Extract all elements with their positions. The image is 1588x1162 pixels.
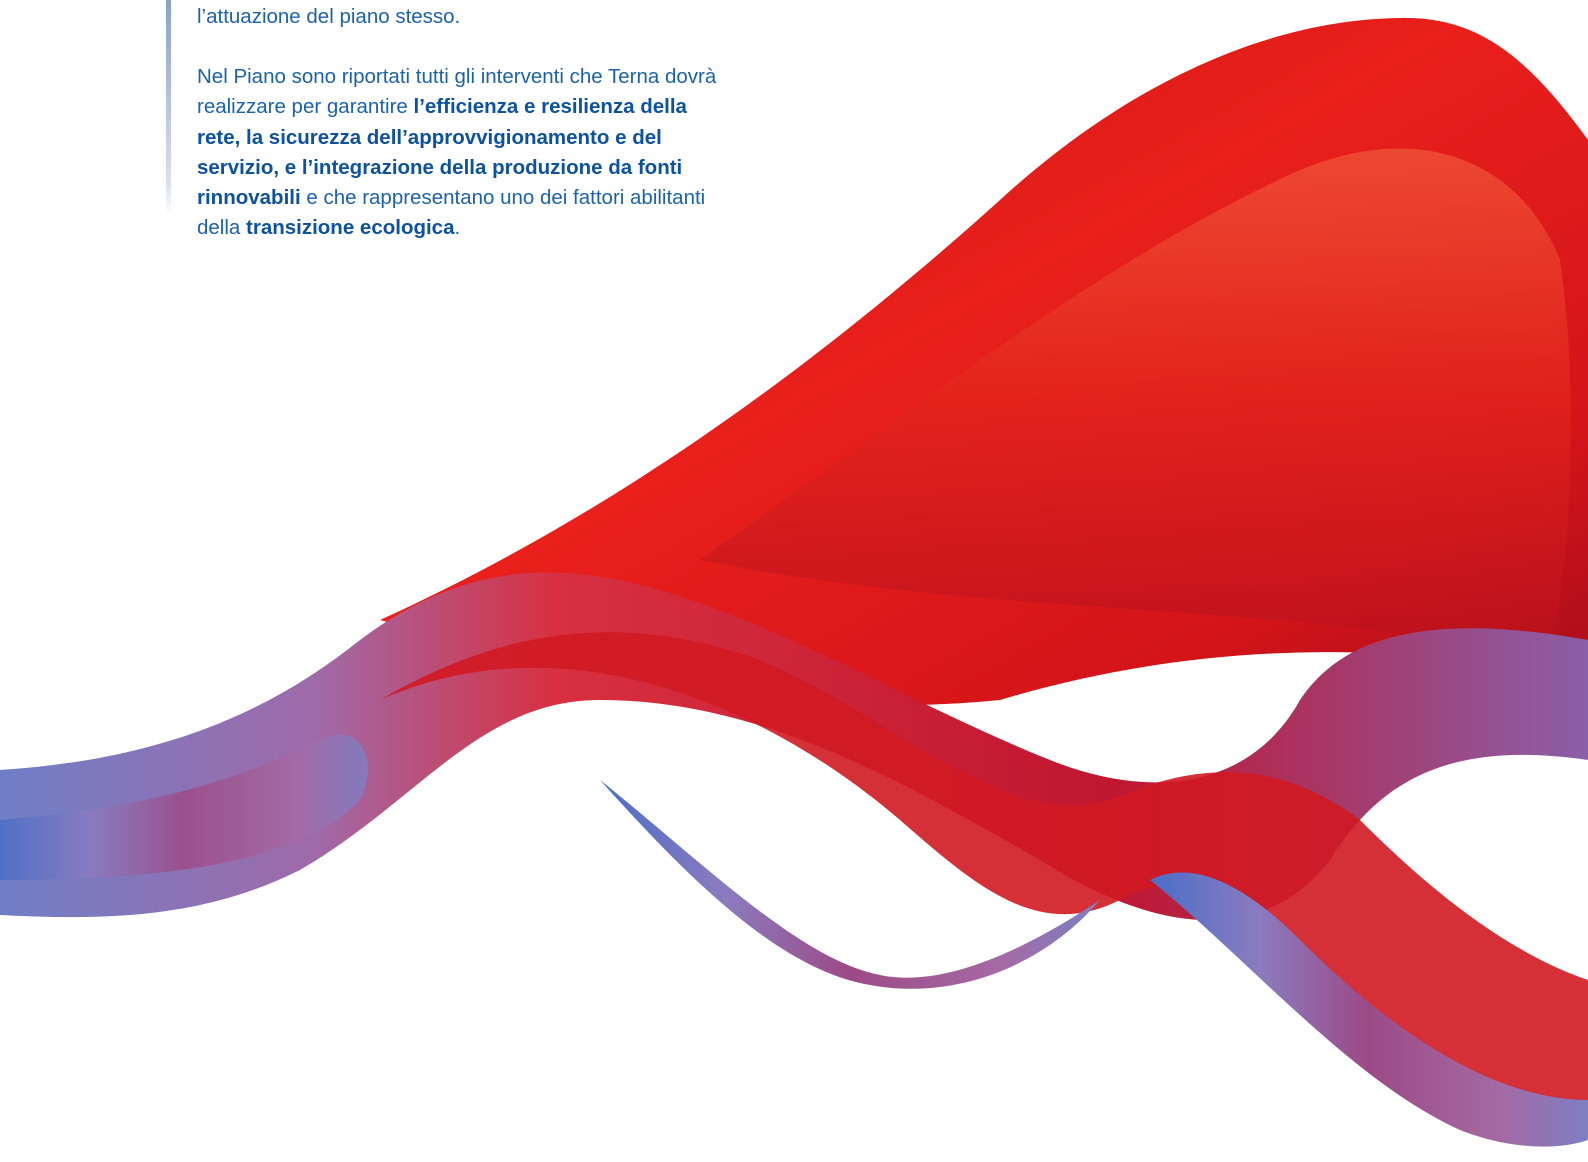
paragraph: l’attuazione del piano stesso. — [197, 2, 717, 32]
text: e che rappresentano uno dei fattori abil… — [197, 186, 706, 240]
bold-text: transizione ecologica — [246, 216, 455, 240]
side-rule — [166, 0, 171, 215]
text: l’attuazione del piano stesso. — [197, 5, 461, 28]
text: Nel Piano sono riportati tutti gli inter… — [197, 65, 717, 119]
paragraph: Nel Piano sono riportati tutti gli inter… — [197, 62, 717, 243]
text: . — [454, 216, 461, 240]
body-text: l’attuazione del piano stesso. Nel Piano … — [197, 2, 717, 273]
bold-text: l’efficienza e resilienza della rete, la… — [197, 95, 687, 210]
